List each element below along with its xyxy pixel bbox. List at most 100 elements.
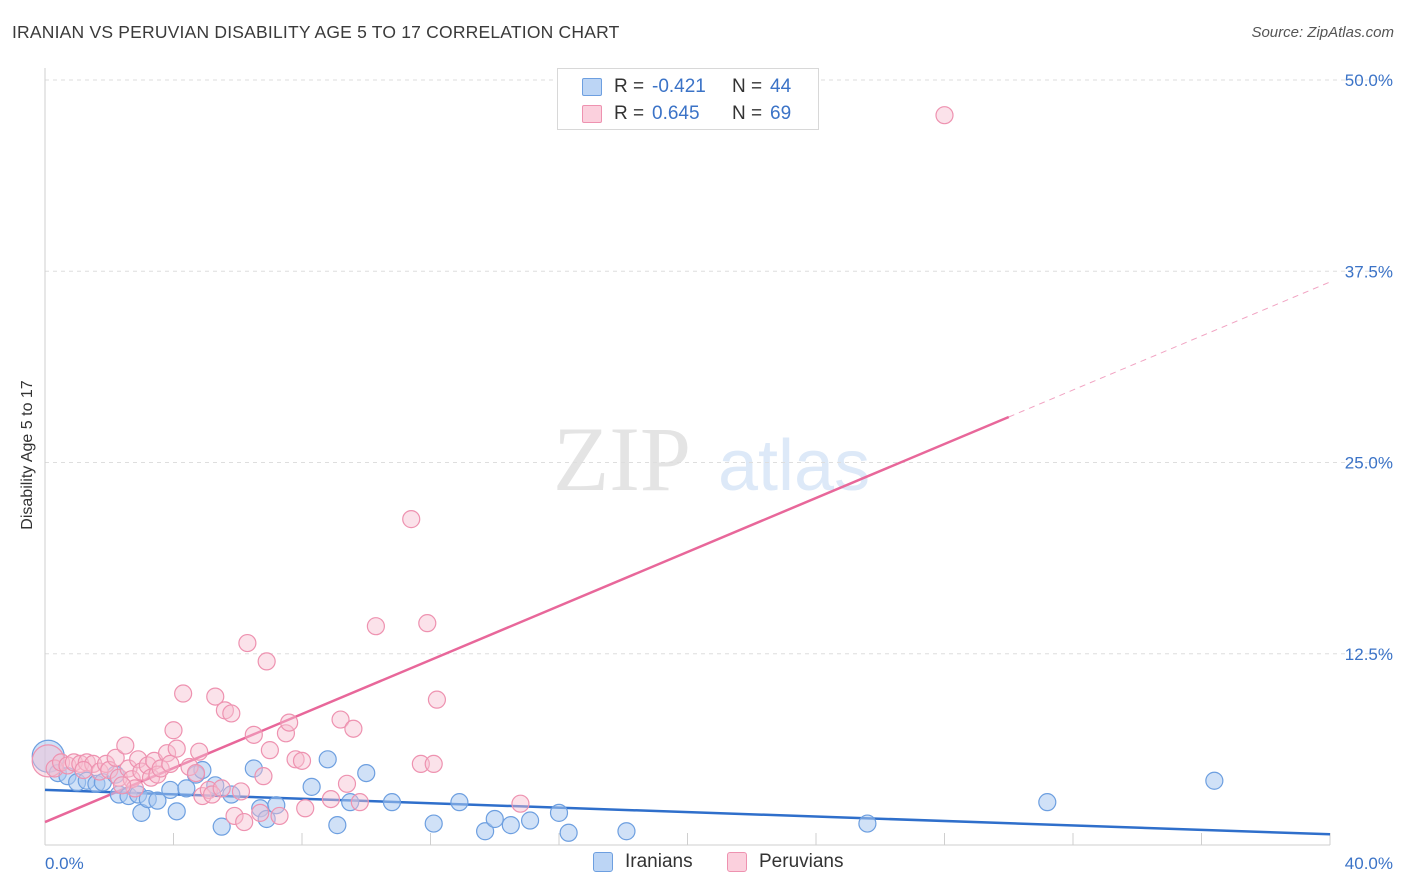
peruvian-point <box>260 741 279 760</box>
y-tick-label: 25.0% <box>1345 454 1393 473</box>
chart-title: IRANIAN VS PERUVIAN DISABILITY AGE 5 TO … <box>12 22 620 42</box>
peruvian-point <box>424 754 443 774</box>
y-tick-labels: 12.5% 25.0% 37.5% 50.0% <box>1345 71 1393 664</box>
legend-r-value: 0.645 <box>652 103 700 124</box>
iranian-point <box>476 822 495 841</box>
x-tick-label-max: 40.0% <box>1345 854 1393 873</box>
peruvian-point <box>222 704 241 723</box>
legend-r-label: R = <box>614 103 645 124</box>
data-points <box>31 106 1224 842</box>
iranian-point <box>302 777 321 796</box>
peruvian-point <box>280 713 299 732</box>
legend-n-label: N = <box>732 103 763 124</box>
peruvian-point <box>366 617 385 636</box>
iranian-point <box>167 802 186 821</box>
trend-lines <box>44 281 1331 836</box>
peruvian-point <box>257 652 276 671</box>
peruvian-point <box>270 806 289 826</box>
legend-n-value: 44 <box>770 76 792 97</box>
iranian-point <box>212 817 231 836</box>
peruvian-point <box>167 739 186 758</box>
iranian-point <box>1038 793 1057 812</box>
iranian-point <box>148 791 167 810</box>
peruvian-point <box>225 806 244 826</box>
iranian-point <box>549 803 569 822</box>
peruvian-point <box>206 687 225 706</box>
peruvian-point <box>244 725 263 744</box>
peruvian-point <box>292 751 312 770</box>
watermark-zip: ZIP <box>553 408 691 510</box>
series-legend-iranians[interactable]: Iranians <box>593 851 693 873</box>
peruvian-point <box>331 710 350 729</box>
peruvian-point <box>935 106 954 125</box>
iranian-point <box>858 814 877 833</box>
iranian-point <box>357 763 376 783</box>
correlation-legend: R = -0.421 N = 44 R = 0.645 N = 69 <box>557 68 819 130</box>
peruvian-point <box>186 763 206 783</box>
iranian-point <box>267 796 286 815</box>
y-tick-label: 37.5% <box>1345 262 1393 281</box>
iranian-point <box>485 809 504 829</box>
legend-row-iranians: R = -0.421 N = 44 <box>582 74 791 100</box>
peruvian-point <box>161 754 180 774</box>
series-legend: Iranians Peruvians <box>0 851 1406 877</box>
iranian-point <box>501 816 520 835</box>
iranian-point <box>341 793 360 812</box>
peruvian-point <box>418 614 437 633</box>
peruvian-point <box>202 785 222 804</box>
series-legend-label: Peruvians <box>759 851 844 872</box>
peruvian-point <box>151 759 170 778</box>
series-legend-peruvians[interactable]: Peruvians <box>727 851 844 873</box>
peruvian-point <box>238 633 257 653</box>
peruvian-point <box>212 779 231 798</box>
peruvian-point <box>164 721 183 740</box>
peruvian-point <box>337 774 357 793</box>
legend-n-value: 69 <box>770 103 792 124</box>
iranian-point <box>450 793 469 812</box>
gridlines <box>45 79 1392 655</box>
iranian-point <box>328 816 347 835</box>
peruvian-point <box>511 794 530 813</box>
peruvian-point <box>251 803 270 822</box>
iranian-point <box>177 779 196 798</box>
iranian-point <box>244 759 263 778</box>
iranian-point <box>559 823 578 842</box>
peruvian-point <box>344 719 363 738</box>
trend-line-iranians <box>44 788 1331 836</box>
iranian-point <box>382 793 402 812</box>
watermark: ZIP atlas <box>553 408 870 510</box>
legend-n-label: N = <box>732 76 763 97</box>
iranian-point <box>424 814 443 833</box>
peruvian-point <box>235 812 254 832</box>
series-legend-label: Iranians <box>625 851 693 872</box>
peruvian-point <box>231 782 251 801</box>
trend-line-extension-peruvians <box>1008 281 1331 418</box>
peruvian-point <box>402 510 421 529</box>
legend-r-value: -0.421 <box>652 76 706 97</box>
iranians-swatch <box>593 852 613 872</box>
peruvian-point <box>254 767 273 786</box>
iranian-point <box>161 780 180 800</box>
y-tick-label: 50.0% <box>1345 71 1393 90</box>
iranians-swatch <box>582 78 602 96</box>
iranian-point <box>617 822 636 841</box>
legend-r-label: R = <box>614 76 645 97</box>
source-credit: Source: ZipAtlas.com <box>1251 24 1394 41</box>
peruvian-point <box>106 748 125 767</box>
iranian-point <box>1205 771 1224 790</box>
watermark-atlas: atlas <box>718 426 870 506</box>
peruvian-point <box>64 753 84 772</box>
peruvian-point <box>427 690 447 709</box>
iranian-point <box>318 750 337 769</box>
peruvian-point <box>411 754 430 774</box>
peruvian-point <box>116 736 135 755</box>
peruvian-point <box>276 724 296 743</box>
peruvians-swatch <box>582 105 602 123</box>
peruvian-point <box>286 750 305 769</box>
axes <box>44 68 1331 846</box>
peruvian-point <box>321 789 341 809</box>
trend-line-peruvians <box>44 415 1010 824</box>
iranian-point <box>520 811 540 830</box>
legend-row-peruvians: R = 0.645 N = 69 <box>582 101 791 127</box>
